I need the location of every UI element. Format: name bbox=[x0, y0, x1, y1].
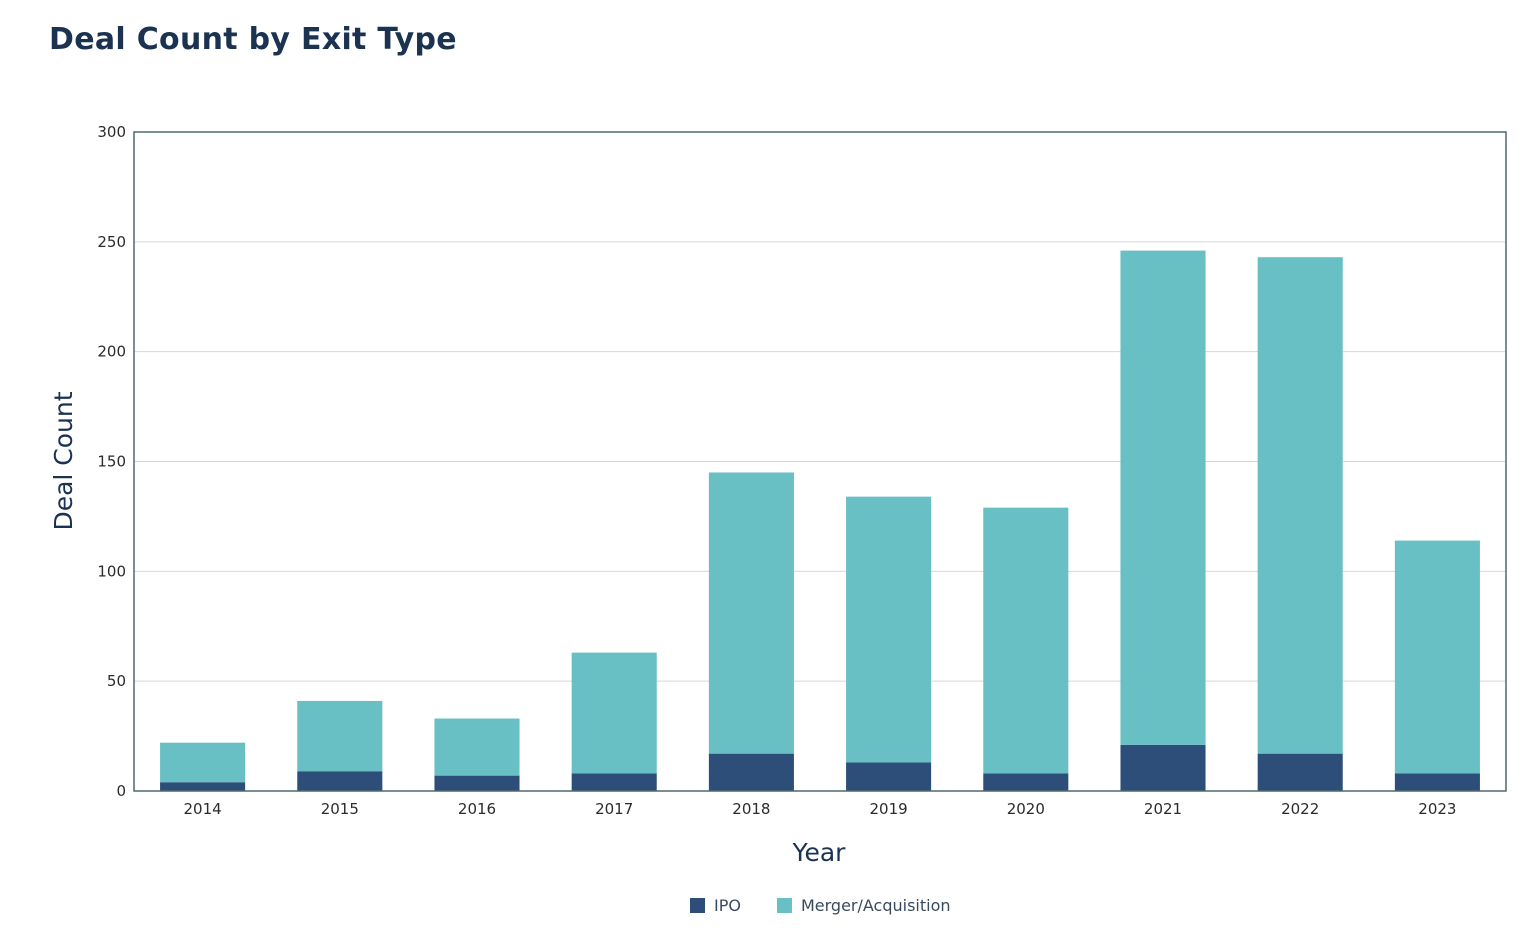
y-tick-label: 300 bbox=[97, 123, 126, 141]
bar-ipo-2020 bbox=[983, 773, 1069, 791]
legend-swatch bbox=[690, 898, 705, 913]
legend-label: IPO bbox=[714, 896, 741, 915]
bars bbox=[160, 250, 1480, 791]
bar-merger-acquisition-2018 bbox=[708, 472, 794, 754]
bar-merger-acquisition-2019 bbox=[846, 496, 932, 763]
y-tick-label: 50 bbox=[107, 672, 126, 690]
x-tick-label: 2015 bbox=[321, 800, 359, 818]
x-tick-label: 2020 bbox=[1007, 800, 1045, 818]
bar-ipo-2019 bbox=[846, 762, 932, 791]
x-tick-label: 2018 bbox=[732, 800, 770, 818]
y-tick-label: 0 bbox=[116, 782, 126, 800]
x-tick-label: 2016 bbox=[458, 800, 496, 818]
bar-merger-acquisition-2016 bbox=[434, 718, 520, 776]
x-axis-title: Year bbox=[792, 838, 847, 867]
legend-swatch bbox=[776, 898, 792, 913]
bar-merger-acquisition-2022 bbox=[1257, 257, 1343, 754]
x-tick-label: 2017 bbox=[595, 800, 633, 818]
chart-title: Deal Count by Exit Type bbox=[49, 22, 457, 57]
bar-ipo-2021 bbox=[1120, 744, 1206, 791]
bar-ipo-2018 bbox=[708, 753, 794, 791]
y-tick-label: 150 bbox=[97, 453, 126, 471]
bar-merger-acquisition-2020 bbox=[983, 507, 1069, 774]
bar-ipo-2017 bbox=[571, 773, 657, 791]
y-tick-label: 250 bbox=[97, 233, 126, 251]
bar-merger-acquisition-2023 bbox=[1394, 540, 1480, 774]
bar-merger-acquisition-2017 bbox=[571, 652, 657, 774]
y-tick-label: 100 bbox=[97, 562, 126, 580]
bar-merger-acquisition-2021 bbox=[1120, 250, 1206, 745]
legend-label: Merger/Acquisition bbox=[801, 896, 951, 915]
y-axis-title: Deal Count bbox=[49, 391, 78, 530]
x-tick-label: 2019 bbox=[870, 800, 908, 818]
bar-ipo-2022 bbox=[1257, 753, 1343, 791]
y-tick-label: 200 bbox=[97, 343, 126, 361]
bar-ipo-2015 bbox=[297, 771, 383, 791]
bar-ipo-2023 bbox=[1394, 773, 1480, 791]
bar-ipo-2014 bbox=[160, 782, 246, 791]
bar-ipo-2016 bbox=[434, 775, 520, 791]
x-tick-label: 2021 bbox=[1144, 800, 1182, 818]
x-tick-label: 2023 bbox=[1418, 800, 1456, 818]
legend: IPO Merger/Acquisition bbox=[690, 896, 951, 915]
plot-frame bbox=[133, 131, 1507, 792]
x-tick-label: 2014 bbox=[184, 800, 222, 818]
x-axis-ticks: 2014 2015 2016 2017 2018 2019 2020 2021 2022 2023 bbox=[184, 800, 1457, 818]
x-tick-label: 2022 bbox=[1281, 800, 1319, 818]
y-axis-ticks: 0 50 100 150 200 250 300 bbox=[97, 123, 126, 800]
bar-merger-acquisition-2015 bbox=[297, 700, 383, 772]
bar-merger-acquisition-2014 bbox=[160, 742, 246, 783]
